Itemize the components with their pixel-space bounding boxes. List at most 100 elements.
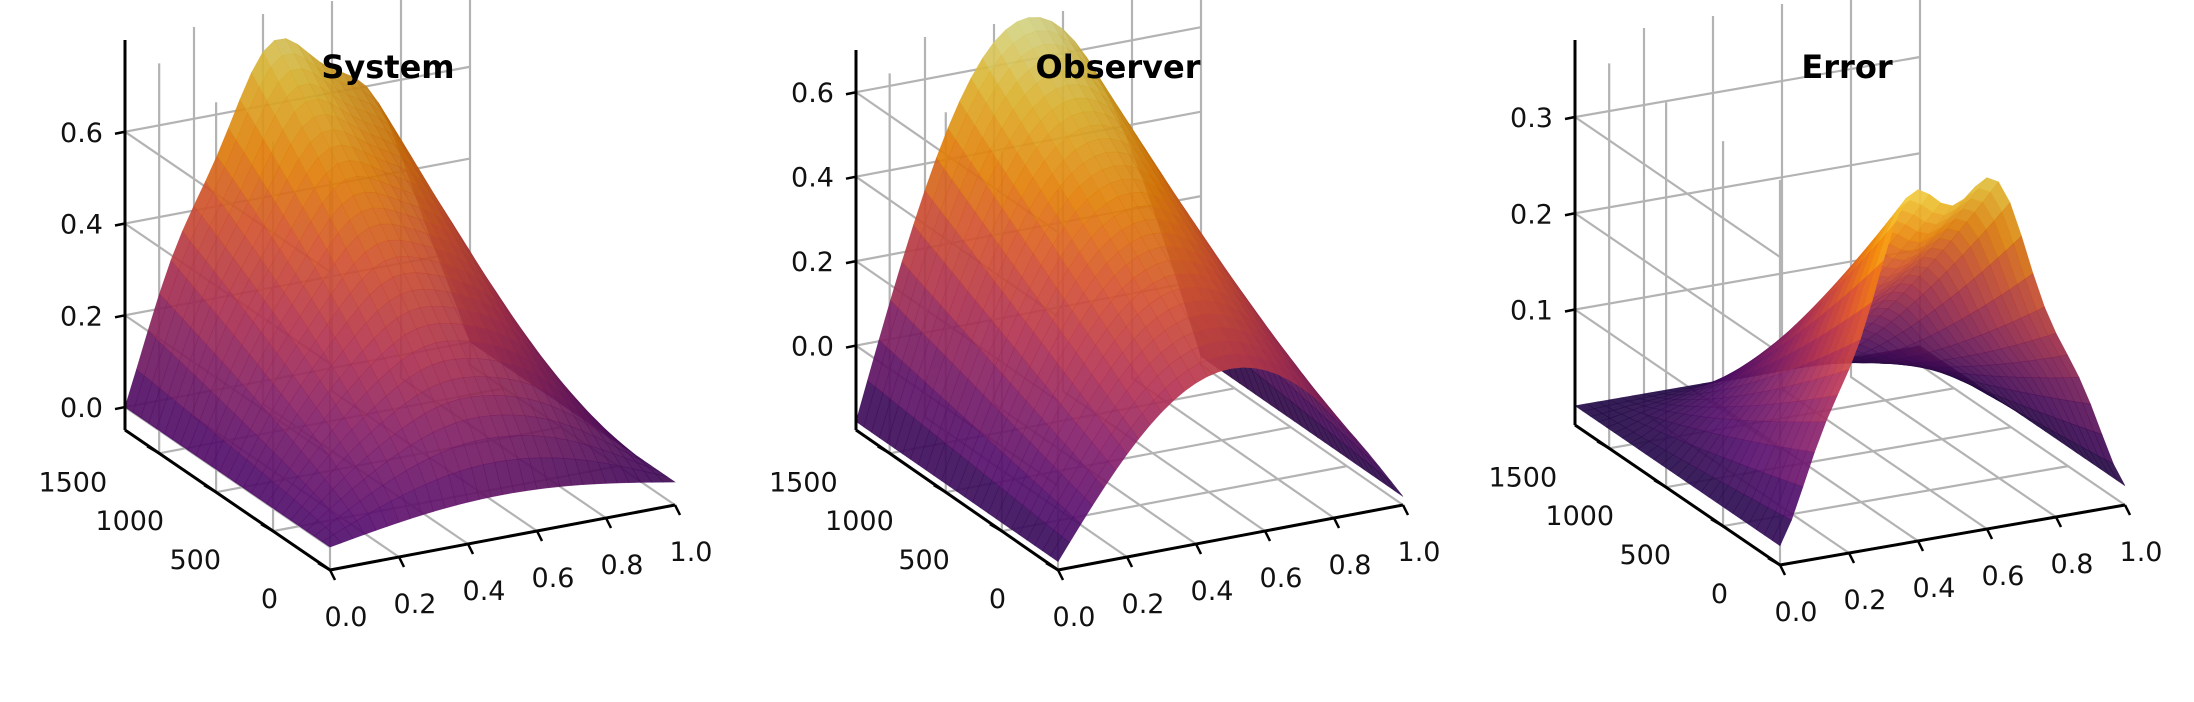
x-tick-label: 0.6 xyxy=(1982,561,2025,592)
z-tick xyxy=(114,405,126,411)
x-tick-label: 1.0 xyxy=(1398,537,1441,568)
x-tick-label: 1.0 xyxy=(2120,537,2163,568)
z-tick-label: 0.4 xyxy=(60,210,103,241)
x-tick xyxy=(535,530,544,542)
x-tick-label: 0.0 xyxy=(1053,602,1096,633)
x-tick xyxy=(1194,543,1203,555)
x-tick xyxy=(1056,569,1065,581)
y-tick-label: 0 xyxy=(1711,579,1728,610)
z-tick-label: 0.4 xyxy=(791,163,834,194)
surface-facet xyxy=(2104,459,2126,486)
y-tick-label: 500 xyxy=(898,545,950,576)
x-tick xyxy=(1778,564,1787,576)
y-tick xyxy=(989,523,1003,533)
x-tick xyxy=(466,543,475,555)
x-tick xyxy=(2054,516,2063,528)
x-tick xyxy=(1263,530,1272,542)
z-tick-label: 0.2 xyxy=(60,301,103,332)
y-tick-label: 1500 xyxy=(769,467,838,498)
z-tick xyxy=(845,175,857,180)
panel-error: 0.0 0.2 0.4 0.6 0.8 1.00500100015000.10.20.3 … xyxy=(1488,0,2162,628)
z-tick xyxy=(114,314,126,319)
z-tick-label: 0.0 xyxy=(60,393,103,424)
y-tick-label: 1000 xyxy=(1545,501,1614,532)
y-tick xyxy=(203,484,217,494)
y-tick xyxy=(1710,518,1724,528)
panel-error-title: Error xyxy=(1801,48,1892,86)
grid-line-x xyxy=(1849,0,2057,518)
panel-system-title: System xyxy=(321,48,454,86)
z-tick xyxy=(1564,115,1576,121)
z-tick-label: 0.2 xyxy=(1510,199,1553,230)
z-tick-label: 0.6 xyxy=(60,118,103,149)
x-tick-label: 0.2 xyxy=(1122,589,1165,620)
x-tick xyxy=(1332,517,1341,529)
x-tick-label: 1.0 xyxy=(670,537,713,568)
grid-line-x xyxy=(1199,0,1404,506)
panel-system-surface xyxy=(124,37,676,548)
x-tick xyxy=(1916,540,1925,552)
x-tick-label: 0.0 xyxy=(325,602,368,633)
x-tick-label: 0.4 xyxy=(1913,573,1956,604)
y-tick xyxy=(877,445,891,455)
y-tick xyxy=(260,523,274,533)
x-tick-label: 0.6 xyxy=(1260,563,1303,594)
x-tick-label: 0.8 xyxy=(2051,549,2094,580)
z-tick xyxy=(114,130,126,135)
y-tick xyxy=(317,561,331,572)
z-tick-label: 0.1 xyxy=(1510,296,1553,327)
z-tick xyxy=(845,90,857,96)
panel-observer-surface xyxy=(855,16,1404,562)
panel-observer-title: Observer xyxy=(1036,48,1201,86)
grid-line-z xyxy=(1572,55,1921,258)
z-tick xyxy=(114,222,126,227)
y-tick-label: 500 xyxy=(170,545,222,576)
y-tick xyxy=(1596,440,1610,450)
y-tick-label: 1500 xyxy=(1488,462,1557,493)
z-tick xyxy=(845,344,857,349)
y-tick-label: 1500 xyxy=(38,467,107,498)
x-tick-label: 0.0 xyxy=(1775,597,1818,628)
y-tick-label: 500 xyxy=(1620,540,1672,571)
x-tick xyxy=(2123,504,2132,516)
x-tick xyxy=(1985,528,1994,540)
z-tick xyxy=(845,259,857,265)
x-tick-label: 0.4 xyxy=(463,576,506,607)
x-tick-label: 0.4 xyxy=(1191,576,1234,607)
y-tick-label: 0 xyxy=(261,584,278,615)
x-axis-line xyxy=(329,503,676,572)
y-tick xyxy=(1045,561,1059,572)
z-tick xyxy=(1564,212,1576,217)
x-axis-line xyxy=(1779,503,2126,567)
y-tick xyxy=(933,484,947,494)
surface-facet xyxy=(1383,475,1404,497)
z-tick-label: 0.3 xyxy=(1510,103,1553,134)
z-tick xyxy=(1564,308,1576,313)
x-tick-label: 0.2 xyxy=(1844,585,1887,616)
y-tick-label: 0 xyxy=(989,584,1006,615)
panel-error-surface xyxy=(1574,177,2126,547)
surface-facet xyxy=(654,473,676,483)
x-tick-label: 0.2 xyxy=(394,589,437,620)
y-tick xyxy=(146,445,160,455)
z-tick-label: 0.0 xyxy=(791,332,834,363)
x-tick xyxy=(604,517,613,529)
x-axis-line xyxy=(1057,503,1404,572)
z-tick-label: 0.2 xyxy=(791,247,834,278)
x-tick-label: 0.6 xyxy=(532,563,575,594)
y-tick xyxy=(1653,479,1667,489)
x-tick xyxy=(397,556,406,568)
x-tick xyxy=(1847,552,1856,564)
x-tick-label: 0.8 xyxy=(601,550,644,581)
x-tick xyxy=(673,504,682,516)
y-tick-label: 1000 xyxy=(95,506,164,537)
y-tick xyxy=(1767,556,1781,567)
y-tick-label: 1000 xyxy=(825,506,894,537)
x-tick xyxy=(1401,504,1410,516)
